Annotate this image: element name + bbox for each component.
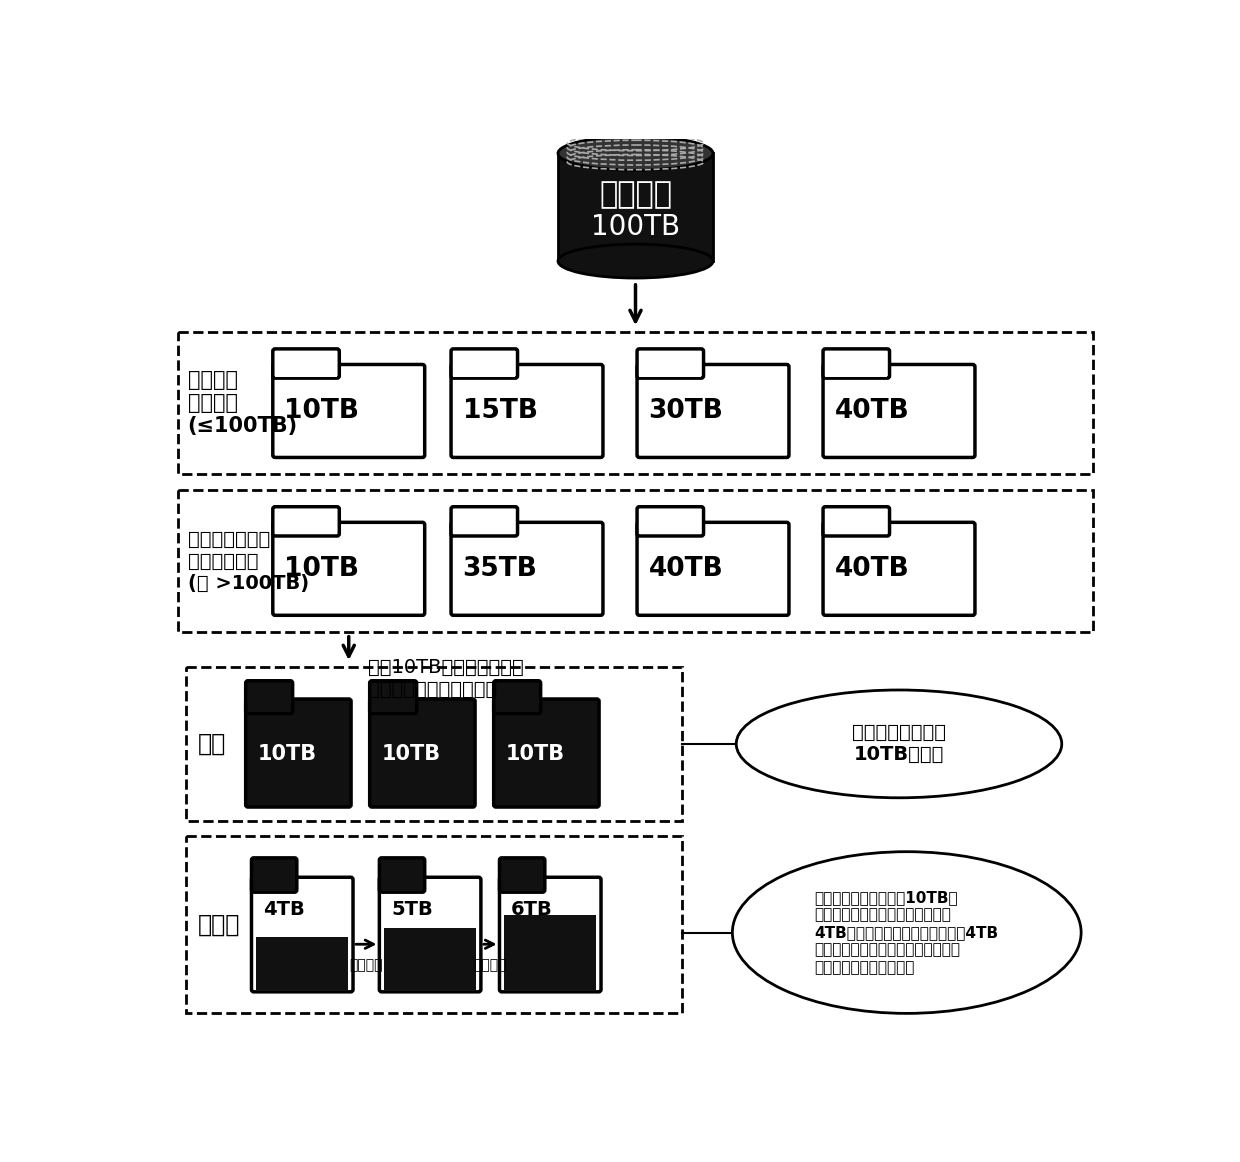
Bar: [454, 529, 516, 535]
Text: 15TB: 15TB: [463, 399, 538, 424]
Text: 5TB: 5TB: [391, 899, 433, 919]
Text: 40TB: 40TB: [835, 399, 909, 424]
Bar: [382, 884, 423, 890]
Ellipse shape: [558, 136, 713, 171]
FancyBboxPatch shape: [451, 523, 603, 616]
FancyBboxPatch shape: [823, 349, 889, 378]
FancyBboxPatch shape: [370, 681, 417, 713]
Bar: [502, 884, 543, 890]
Bar: [186, 667, 682, 820]
Bar: [826, 529, 887, 535]
Text: 4TB: 4TB: [263, 899, 305, 919]
Text: 35TB: 35TB: [463, 557, 538, 582]
Text: 传统模式下：分配
10TB空间。: 传统模式下：分配 10TB空间。: [852, 724, 946, 765]
Bar: [640, 529, 701, 535]
FancyBboxPatch shape: [637, 349, 703, 378]
Bar: [454, 371, 516, 376]
Text: 10TB: 10TB: [258, 744, 316, 763]
FancyBboxPatch shape: [370, 700, 475, 808]
Text: 10TB: 10TB: [284, 557, 360, 582]
FancyBboxPatch shape: [494, 700, 599, 808]
FancyBboxPatch shape: [637, 365, 789, 458]
FancyBboxPatch shape: [823, 507, 889, 536]
Bar: [186, 837, 682, 1013]
Text: 时间推移: 时间推移: [474, 959, 507, 973]
Bar: [826, 371, 887, 376]
FancyBboxPatch shape: [273, 507, 340, 536]
Bar: [372, 705, 414, 712]
Text: 存储空间: 存储空间: [599, 180, 672, 209]
Text: 自精简模式下：预分配10TB空
间，但实际占用物理空间可以只有
4TB，只有当实际容量接近或超过4TB
时，才会按照预先设定好的策略再为
目录分配新的物理空间。: 自精简模式下：预分配10TB空 间，但实际占用物理空间可以只有 4TB，只有当实…: [815, 890, 998, 975]
FancyBboxPatch shape: [451, 349, 517, 378]
Text: 40TB: 40TB: [835, 557, 909, 582]
FancyBboxPatch shape: [379, 877, 481, 992]
Text: 文件自精简模式
模式空间分配
(可 >100TB): 文件自精简模式 模式空间分配 (可 >100TB): [187, 530, 309, 593]
FancyBboxPatch shape: [494, 681, 541, 713]
FancyBboxPatch shape: [500, 877, 601, 992]
Bar: [248, 705, 290, 712]
Ellipse shape: [558, 244, 713, 278]
FancyBboxPatch shape: [273, 523, 424, 616]
FancyBboxPatch shape: [823, 365, 975, 458]
FancyBboxPatch shape: [246, 681, 293, 713]
Bar: [257, 937, 348, 990]
FancyBboxPatch shape: [500, 858, 544, 892]
Bar: [505, 914, 596, 990]
Text: 以该10TB目录为例，说明
两种模式下空间分配区别: 以该10TB目录为例，说明 两种模式下空间分配区别: [368, 658, 523, 698]
Bar: [558, 153, 713, 261]
Bar: [275, 371, 337, 376]
Bar: [640, 371, 701, 376]
Text: 传统模式
空间分配
(≤100TB): 传统模式 空间分配 (≤100TB): [187, 370, 298, 437]
Text: 传统: 传统: [197, 732, 226, 756]
Ellipse shape: [737, 690, 1061, 798]
Bar: [496, 705, 538, 712]
Text: 10TB: 10TB: [382, 744, 440, 763]
FancyBboxPatch shape: [379, 858, 424, 892]
Text: 时间推移: 时间推移: [350, 959, 383, 973]
FancyBboxPatch shape: [252, 858, 296, 892]
Bar: [179, 332, 1092, 474]
FancyBboxPatch shape: [252, 877, 353, 992]
FancyBboxPatch shape: [246, 700, 351, 808]
Bar: [275, 529, 337, 535]
Text: 30TB: 30TB: [649, 399, 724, 424]
Bar: [254, 884, 295, 890]
Bar: [384, 928, 476, 990]
Ellipse shape: [733, 852, 1081, 1013]
Text: 40TB: 40TB: [649, 557, 723, 582]
Text: 100TB: 100TB: [591, 213, 680, 241]
FancyBboxPatch shape: [451, 507, 517, 536]
FancyBboxPatch shape: [823, 523, 975, 616]
Bar: [179, 490, 1092, 632]
FancyBboxPatch shape: [273, 365, 424, 458]
Text: 10TB: 10TB: [506, 744, 564, 763]
FancyBboxPatch shape: [637, 523, 789, 616]
FancyBboxPatch shape: [637, 507, 703, 536]
Text: 自精简: 自精简: [197, 913, 241, 937]
FancyBboxPatch shape: [273, 349, 340, 378]
Text: 10TB: 10TB: [284, 399, 360, 424]
FancyBboxPatch shape: [451, 365, 603, 458]
Text: 6TB: 6TB: [511, 899, 553, 919]
